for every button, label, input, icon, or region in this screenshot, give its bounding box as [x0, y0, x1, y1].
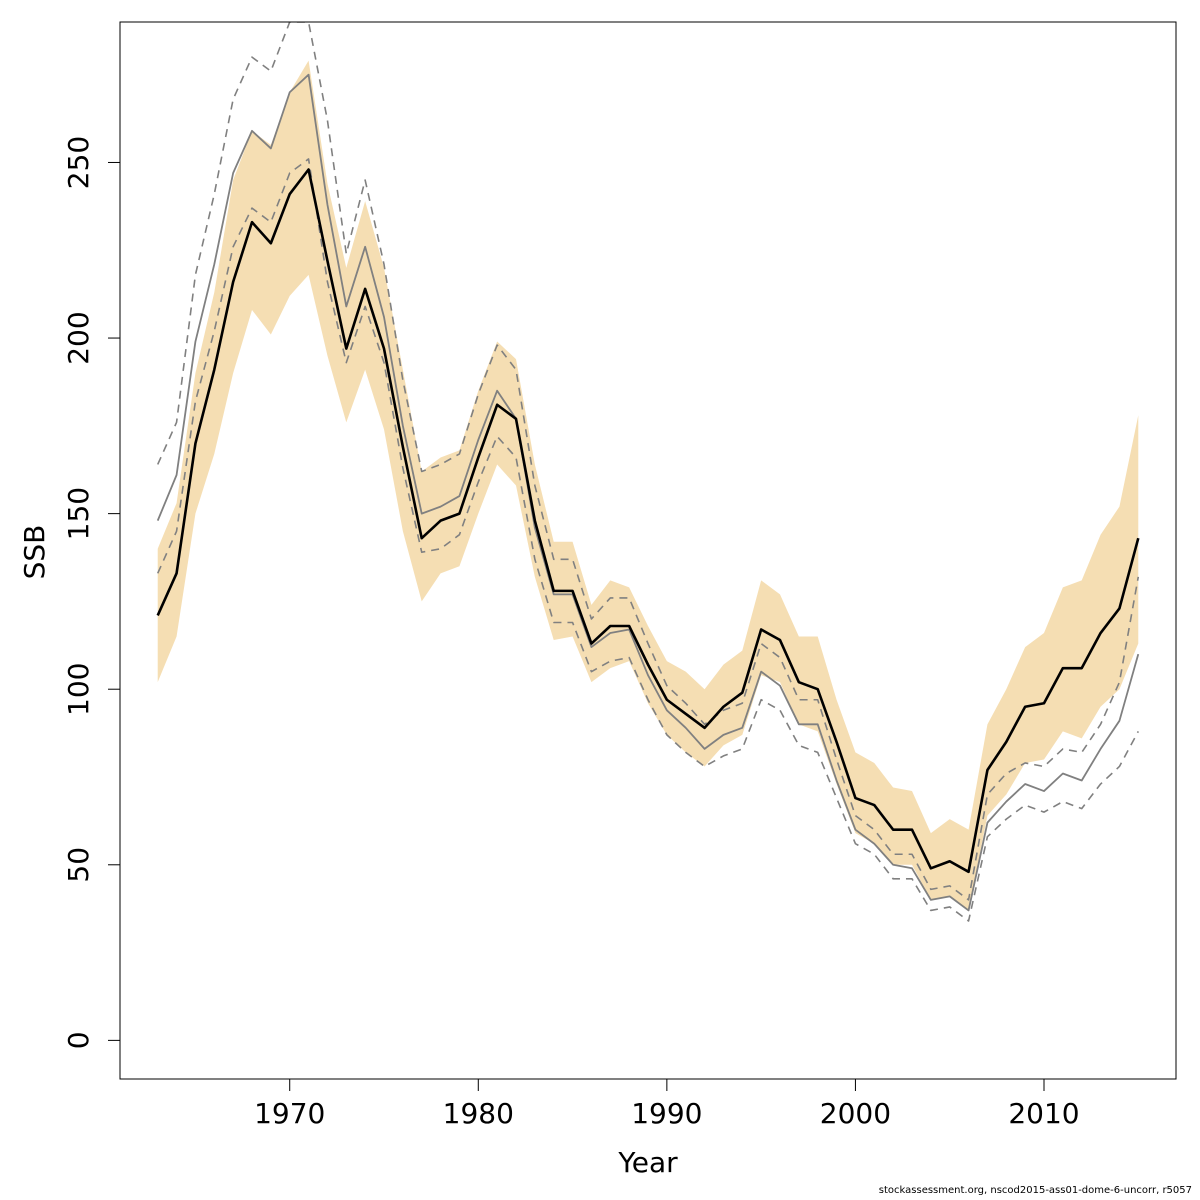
x-tick-label: 2000 [820, 1097, 891, 1130]
plot-frame [119, 21, 1177, 1080]
alt-lower-dashed-line [156, 22, 1140, 901]
x-axis: 1970 1980 1990 2000 2010 [254, 1079, 1080, 1130]
x-tick-label: 1990 [631, 1097, 702, 1130]
alt-estimate-line [156, 73, 1140, 912]
x-tick-label: 1980 [443, 1097, 514, 1130]
x-tick-label: 2010 [1008, 1097, 1079, 1130]
y-tick-label: 0 [62, 1031, 95, 1049]
alt-upper-dashed-line [156, 158, 1139, 922]
plot-area [156, 22, 1140, 922]
y-axis-label: SSB [18, 525, 51, 580]
ssb-estimate-line [156, 168, 1140, 874]
x-axis-label: Year [617, 1146, 678, 1179]
confidence-band [157, 60, 1139, 911]
y-tick-label: 50 [62, 847, 95, 883]
y-tick-label: 250 [62, 136, 95, 189]
y-tick-label: 100 [62, 662, 95, 715]
y-axis: 0 50 100 150 200 250 [62, 136, 120, 1049]
source-footer: stockassessment.org, nscod2015-ass01-dom… [878, 1185, 1192, 1196]
x-tick-label: 1970 [254, 1097, 325, 1130]
y-tick-label: 150 [62, 487, 95, 540]
y-tick-label: 200 [62, 311, 95, 364]
